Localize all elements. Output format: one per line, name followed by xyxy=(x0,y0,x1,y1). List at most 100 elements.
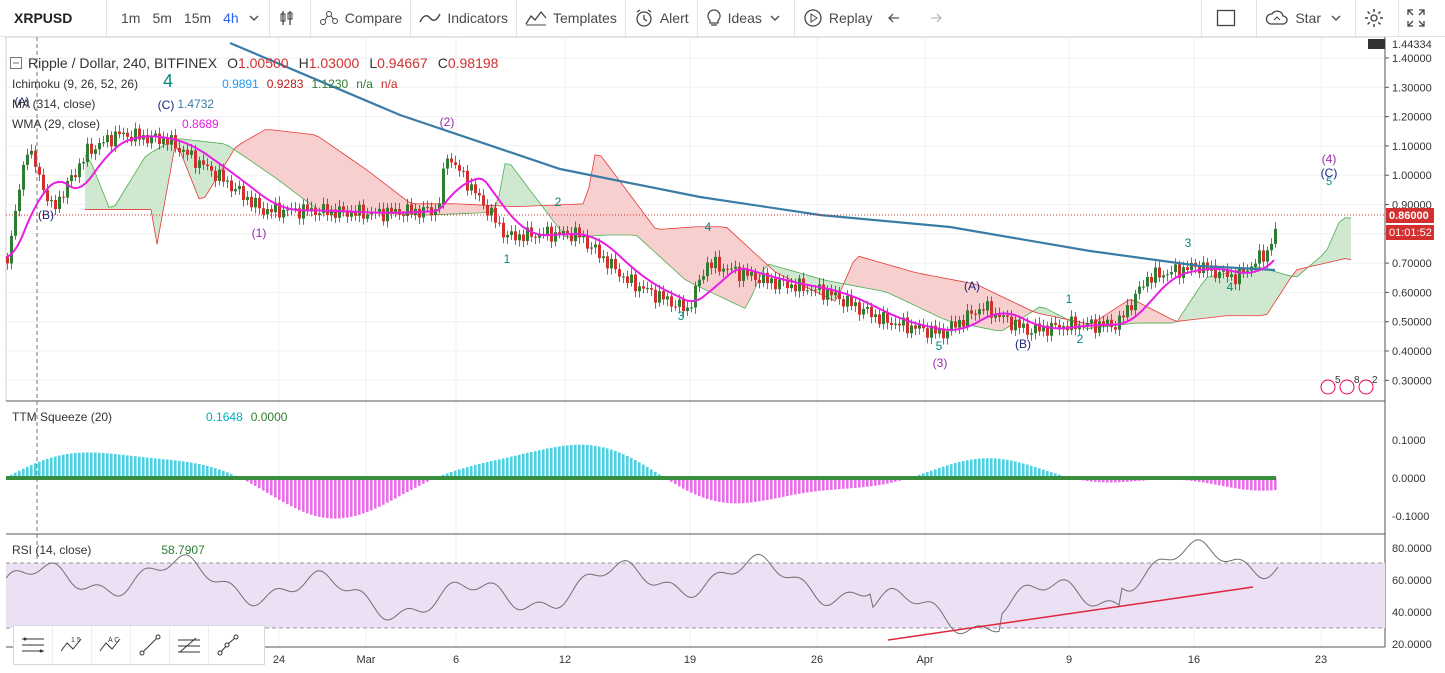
cloud-segment xyxy=(1207,276,1213,318)
tool-fib[interactable] xyxy=(170,626,209,664)
redo-button[interactable] xyxy=(918,0,956,36)
tool-wave-numbers[interactable]: 1 5 xyxy=(53,626,92,664)
candle-body xyxy=(1118,315,1121,330)
ichimoku-legend[interactable]: Ichimoku (9, 26, 52, 26) 0.9891 0.9283 1… xyxy=(12,77,398,91)
wave-label: 3 xyxy=(678,309,685,323)
symbol-search[interactable]: XRPUSD xyxy=(0,0,107,36)
candle-body xyxy=(774,278,777,290)
ttm-bar xyxy=(330,478,333,519)
event-badge[interactable] xyxy=(1339,379,1355,395)
ttm-bar xyxy=(22,468,25,478)
cloud-segment xyxy=(679,227,685,280)
chart-canvas[interactable]: 4(A) (C)(B)(1)(2)12345(3)(A)(B)1234(4)(C)… xyxy=(0,37,1445,673)
candle-body xyxy=(838,292,841,300)
ttm-bar xyxy=(70,453,73,478)
undo-button[interactable] xyxy=(880,0,918,36)
ttm-bar xyxy=(798,478,801,494)
candle-body xyxy=(562,230,565,234)
candle-body xyxy=(870,306,873,318)
cloud-segment xyxy=(619,180,625,235)
indicators-button[interactable]: Indicators xyxy=(410,0,516,36)
ttm-bar xyxy=(938,467,941,478)
candle-body xyxy=(878,314,881,325)
ttm-bar xyxy=(1226,478,1229,487)
rsi-legend[interactable]: RSI (14, close) 58.7907 xyxy=(12,543,205,557)
cloud-segment xyxy=(757,255,763,284)
candle-body xyxy=(862,308,865,315)
settings-button[interactable] xyxy=(1355,0,1398,36)
wave-label: 4 xyxy=(163,71,173,91)
candle-body xyxy=(18,189,21,211)
ideas-button[interactable]: Ideas xyxy=(696,0,794,36)
wma-legend[interactable]: WMA (29, close) 0.8689 xyxy=(12,117,219,131)
star-button[interactable]: Star xyxy=(1256,0,1355,36)
event-badge[interactable] xyxy=(1358,379,1374,395)
fullscreen-button[interactable] xyxy=(1398,0,1445,36)
candle-body xyxy=(718,256,721,272)
ttm-legend[interactable]: TTM Squeeze (20) 0.1648 0.0000 xyxy=(12,410,287,424)
price-tag: 0.86000 xyxy=(1389,210,1429,222)
tool-path[interactable] xyxy=(209,626,247,664)
candle-body xyxy=(466,170,469,191)
cloud-segment xyxy=(1339,217,1345,260)
main-pane[interactable] xyxy=(5,37,1386,402)
candle-body xyxy=(874,314,877,318)
time-axis[interactable]: 24 Mar 6 12 19 26 Apr 9 16 23 xyxy=(273,654,1327,666)
tool-wave-letters[interactable]: A C xyxy=(92,626,131,664)
candle-body xyxy=(898,323,901,326)
candle-body xyxy=(658,291,661,303)
candle-body xyxy=(390,207,393,213)
candle-body xyxy=(730,268,733,270)
ma-legend[interactable]: MA (314, close) 1.4732 xyxy=(12,97,214,111)
candle-body xyxy=(246,196,249,201)
cloud-segment xyxy=(505,163,511,207)
tool-menu[interactable] xyxy=(14,626,53,664)
templates-button[interactable]: Templates xyxy=(516,0,625,36)
main-legend[interactable]: Ripple / Dollar, 240, BITFINEX O 1.00500 … xyxy=(10,55,498,71)
ttm-bar xyxy=(1258,478,1261,491)
fib-icon xyxy=(178,637,200,653)
ttm-bar xyxy=(102,453,105,478)
ttm-bar xyxy=(678,478,681,487)
low-value: 0.94667 xyxy=(377,55,428,71)
rsi-axis[interactable]: 80.0000 60.0000 40.0000 20.0000 xyxy=(1392,543,1432,651)
gear-icon xyxy=(1365,9,1383,27)
ttm-bar xyxy=(794,478,797,495)
ttm-bar xyxy=(654,471,657,478)
ttm-bar xyxy=(402,478,405,495)
ichimoku-value-2: 0.9283 xyxy=(266,77,304,91)
ttm-bar xyxy=(790,478,793,496)
ttm-bar xyxy=(870,478,873,487)
price-tick-label: 1.00000 xyxy=(1392,170,1432,182)
ttm-bar xyxy=(370,478,373,511)
cloud-segment xyxy=(637,204,643,242)
ttm-bar xyxy=(590,445,593,478)
replay-button[interactable]: Replay xyxy=(793,0,881,36)
ttm-tick-label: 0.1000 xyxy=(1392,435,1426,447)
cloud-segment xyxy=(139,157,145,210)
compare-button[interactable]: Compare xyxy=(309,0,411,36)
candle-body xyxy=(1154,267,1157,283)
interval-15m[interactable]: 15m xyxy=(183,10,212,26)
candle-body xyxy=(738,266,741,281)
event-badge[interactable] xyxy=(1320,379,1336,395)
tool-trendline[interactable] xyxy=(131,626,170,664)
price-axis[interactable]: 1.400001.300001.200001.100001.000000.900… xyxy=(1385,53,1432,387)
event-badges[interactable]: 5 8 2 xyxy=(1320,375,1378,395)
ttm-bar xyxy=(562,445,565,478)
interval-4h[interactable]: 4h xyxy=(223,10,239,26)
interval-dropdown[interactable] xyxy=(245,0,269,36)
candle-body xyxy=(214,170,217,181)
candle-body xyxy=(98,143,101,150)
chart-type-button[interactable] xyxy=(268,0,310,36)
interval-5m[interactable]: 5m xyxy=(152,10,172,26)
cloud-segment xyxy=(97,177,103,210)
candle-body xyxy=(742,269,745,281)
ttm-axis[interactable]: 0.1000 0.0000 -0.1000 xyxy=(1392,435,1429,523)
expand-icon xyxy=(1407,9,1425,27)
layout-button[interactable] xyxy=(1201,0,1256,36)
alert-button[interactable]: Alert xyxy=(624,0,697,36)
candle-body xyxy=(1010,316,1013,331)
interval-1m[interactable]: 1m xyxy=(121,10,141,26)
collapse-icon[interactable] xyxy=(10,57,22,69)
